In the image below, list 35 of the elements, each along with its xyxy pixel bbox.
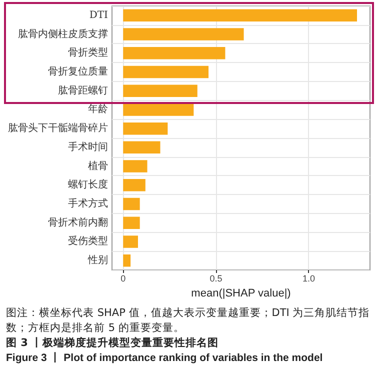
y-tick-label: 受伤类型 (68, 235, 108, 248)
x-tick-label: 0 (120, 274, 126, 284)
text: Figure 3 丨 Plot of importance ranking of variables in the model (6, 351, 324, 366)
y-tick-label: 性别 (87, 254, 108, 266)
bar (123, 28, 244, 40)
y-tick-label: 手术方式 (68, 198, 108, 210)
bar (123, 141, 160, 154)
y-tick-label: 植骨 (88, 160, 108, 172)
y-tick-label: 骨折复位质量 (48, 66, 108, 78)
x-tick-label: 0.5 (210, 274, 222, 284)
y-tick-label: 年龄 (88, 103, 108, 116)
text: 图 3 丨极端梯度提升模型变量重要性排名图 (6, 336, 220, 351)
bar (123, 84, 198, 97)
y-tick-label: 螺钉长度 (68, 178, 108, 191)
bar (123, 9, 358, 22)
bar (123, 104, 194, 116)
bar (123, 254, 131, 267)
bar (123, 160, 148, 172)
bar (123, 47, 226, 60)
bar (123, 216, 140, 229)
text: 图注：横坐标代表 SHAP 值，值越大表示变量越重要；DTI 为三角肌结节指数；方框内是排名前 5 的重要变量。 (6, 306, 371, 336)
x-axis-title: mean(|SHAP value|) (191, 288, 291, 300)
y-tick-label: 手术时间 (68, 140, 108, 153)
y-tick-label: 骨折类型 (68, 46, 108, 59)
y-tick-label: 肱骨内侧柱皮质支撑 (18, 28, 108, 40)
bar (123, 66, 209, 78)
bar (123, 122, 168, 135)
y-tick-label: 骨折术前内翻 (48, 216, 108, 228)
y-tick-label: 肱骨距螺钉 (58, 84, 108, 96)
x-tick-label: 1.0 (302, 274, 316, 284)
bar (123, 236, 138, 248)
y-tick-label: 肱骨头下干骺端骨碎片 (8, 122, 108, 134)
y-tick-label: DTI (89, 10, 108, 21)
bar (123, 198, 140, 210)
bar (123, 179, 146, 192)
